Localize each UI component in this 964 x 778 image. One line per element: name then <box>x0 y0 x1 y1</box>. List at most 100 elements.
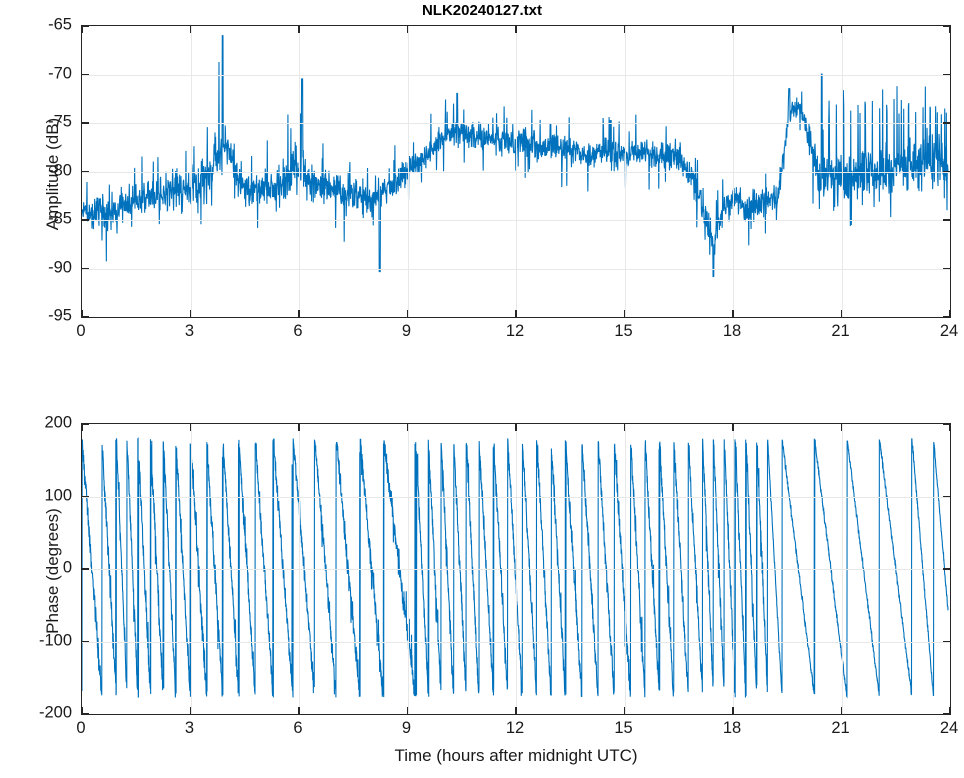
x-ticklabel: 15 <box>614 322 633 340</box>
y-tick <box>82 568 89 570</box>
x-ticklabel: 6 <box>293 322 303 340</box>
x-tick <box>189 707 192 714</box>
x-tick <box>623 707 626 714</box>
x-tick <box>840 310 843 317</box>
x-tick <box>81 26 83 33</box>
x-tick <box>298 707 300 714</box>
amplitude-axis-label: Amplitude (dB) <box>43 117 62 231</box>
x-tick <box>189 424 192 431</box>
x-ticklabel: 12 <box>505 322 525 340</box>
x-ticklabel: 21 <box>831 322 850 340</box>
x-tick <box>949 707 951 714</box>
x-tick <box>406 310 409 317</box>
y-ticklabel: -95 <box>48 306 72 325</box>
y-tick <box>943 495 950 498</box>
y-tick <box>82 640 89 643</box>
x-tick <box>406 424 409 431</box>
page-title: NLK20240127.txt <box>421 2 543 19</box>
y-tick <box>943 219 950 221</box>
x-tick <box>623 424 626 431</box>
y-tick <box>82 73 89 76</box>
gridline-vertical <box>733 424 734 714</box>
x-tick <box>515 26 517 33</box>
y-ticklabel: -75 <box>48 112 72 131</box>
phase-y-ticklabels: 200 100 0 -100 -200 <box>0 414 72 722</box>
y-ticklabel: 200 <box>44 413 72 432</box>
y-tick <box>82 423 89 425</box>
x-tick <box>949 310 951 317</box>
x-ticklabel: 12 <box>505 719 525 737</box>
x-tick <box>189 26 192 33</box>
phase-axes <box>81 423 951 715</box>
gridline-vertical <box>624 26 626 317</box>
gridline-vertical <box>299 26 300 317</box>
y-ticklabel: -200 <box>38 703 72 722</box>
amplitude-line <box>82 35 949 278</box>
phase-trace <box>82 437 949 699</box>
gridline-vertical <box>841 424 843 714</box>
phase-x-axis-label: Time (hours after midnight UTC) <box>394 746 638 765</box>
y-tick <box>943 170 950 173</box>
x-tick <box>406 707 409 714</box>
phase-line <box>82 437 949 699</box>
x-tick <box>298 26 300 33</box>
x-tick <box>81 310 83 317</box>
x-tick <box>732 310 734 317</box>
x-tick <box>81 707 83 714</box>
x-tick <box>298 424 300 431</box>
y-tick <box>943 640 950 643</box>
y-ticklabel: -65 <box>48 15 72 34</box>
y-tick <box>943 122 950 124</box>
phase-axis-label: Phase (degrees) <box>43 508 62 634</box>
x-ticklabel: 0 <box>76 322 86 340</box>
x-tick <box>949 26 951 33</box>
gridline-vertical <box>624 424 626 714</box>
y-tick <box>82 122 89 124</box>
y-tick <box>82 25 89 27</box>
amplitude-axes <box>81 25 951 318</box>
y-ticklabel: -100 <box>38 631 72 649</box>
gridline-vertical <box>190 424 192 714</box>
x-ticklabel: 24 <box>939 322 959 340</box>
gridline-vertical <box>407 26 409 317</box>
y-tick <box>943 568 950 570</box>
gridline-vertical <box>407 424 409 714</box>
x-tick <box>515 424 517 431</box>
x-tick <box>623 26 626 33</box>
gridline-vertical <box>733 26 734 317</box>
y-tick <box>943 713 950 715</box>
x-tick <box>515 707 517 714</box>
y-tick <box>82 219 89 221</box>
y-tick <box>82 267 89 270</box>
y-tick <box>943 423 950 425</box>
gridline-vertical <box>190 26 192 317</box>
y-tick <box>82 316 89 318</box>
amplitude-trace <box>82 35 949 278</box>
x-tick <box>623 310 626 317</box>
x-ticklabel: 6 <box>293 719 303 737</box>
gridline-vertical <box>299 424 300 714</box>
gridline-vertical <box>516 26 517 317</box>
y-tick <box>943 73 950 76</box>
x-tick <box>515 310 517 317</box>
x-tick <box>81 424 83 431</box>
x-ticklabel: 3 <box>184 322 195 340</box>
x-tick <box>840 26 843 33</box>
x-ticklabel: 3 <box>184 719 195 737</box>
y-ticklabel: 0 <box>62 558 72 577</box>
y-ticklabel: -70 <box>48 64 72 82</box>
y-tick <box>943 316 950 318</box>
y-ticklabel: -90 <box>48 258 72 276</box>
x-tick <box>949 424 951 431</box>
x-ticklabel: 18 <box>722 322 742 340</box>
x-tick <box>840 424 843 431</box>
y-ticklabel: -80 <box>48 161 72 179</box>
x-tick <box>732 707 734 714</box>
amplitude-y-ticklabels: -65 -70 -75 -80 -85 -90 -95 <box>0 16 72 325</box>
x-ticklabel: 9 <box>401 322 412 340</box>
x-ticklabel: 0 <box>76 719 86 737</box>
x-ticklabel: 21 <box>831 719 850 737</box>
x-ticklabel: 24 <box>939 719 959 737</box>
y-tick <box>82 495 89 498</box>
